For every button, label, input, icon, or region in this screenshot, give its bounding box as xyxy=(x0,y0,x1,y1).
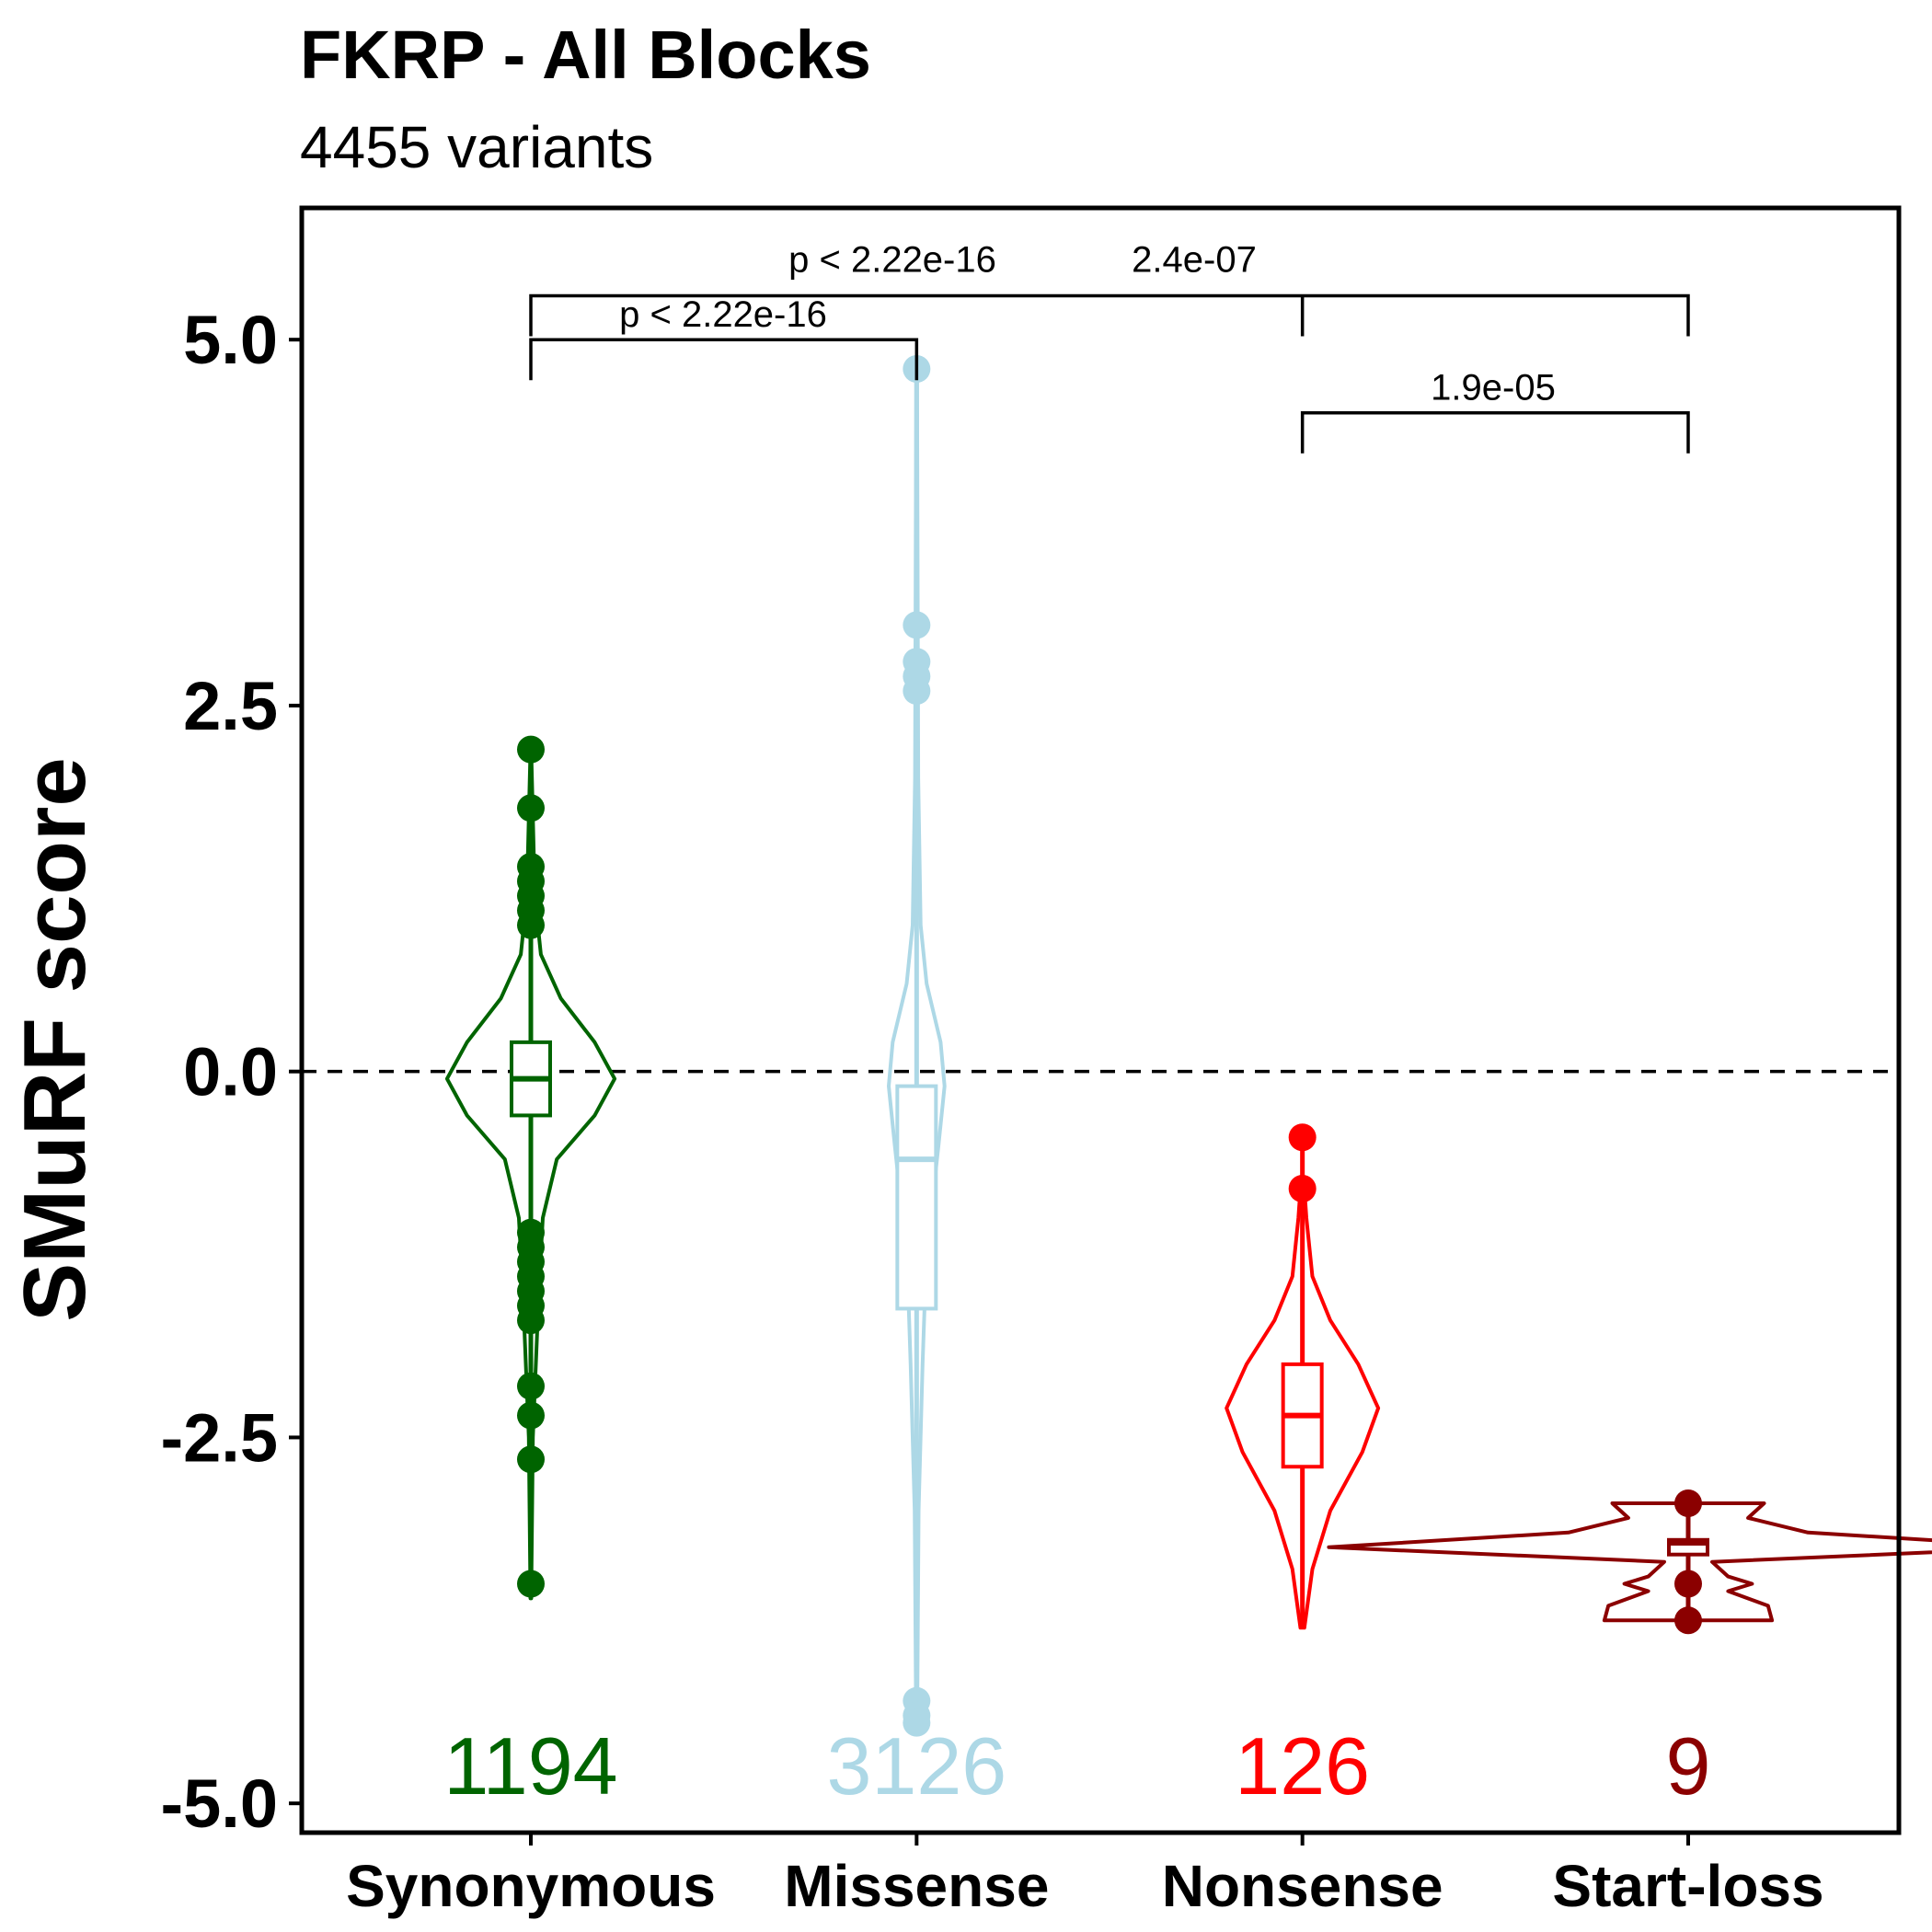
group-nonsense: 126 xyxy=(1225,1123,1381,1811)
plot-area: 1194 3126 126 9 xyxy=(302,355,1932,1811)
outlier-point xyxy=(517,794,545,822)
outlier-point xyxy=(1288,1123,1317,1152)
chart-subtitle: 4455 variants xyxy=(300,114,653,180)
count-label: 3126 xyxy=(826,1720,1006,1811)
count-label: 1194 xyxy=(443,1720,617,1811)
outlier-point xyxy=(517,1445,545,1474)
bracket-line xyxy=(1300,410,1690,454)
outlier-point xyxy=(517,1401,545,1430)
count-label: 126 xyxy=(1235,1720,1370,1811)
significance-brackets: p < 2.22e-16 p < 2.22e-16 2.4e-07 1.9e-05 xyxy=(529,239,1690,454)
outlier-point xyxy=(903,611,931,639)
x-tick-label: Synonymous xyxy=(346,1853,716,1919)
outlier-point xyxy=(1674,1606,1702,1635)
outlier-point xyxy=(517,1306,545,1335)
y-tick-label: 0.0 xyxy=(183,1034,278,1110)
p-value-label: 1.9e-05 xyxy=(1431,368,1556,408)
p-value-label: p < 2.22e-16 xyxy=(619,294,827,335)
plot-frame xyxy=(299,205,1902,1835)
outlier-point xyxy=(903,1708,931,1737)
box xyxy=(895,1084,938,1311)
outlier-point xyxy=(1674,1489,1702,1518)
bracket-line xyxy=(529,293,1690,337)
outlier-point xyxy=(517,735,545,764)
outlier-point xyxy=(517,1372,545,1400)
group-synonymous: 1194 xyxy=(443,735,618,1811)
outlier-point xyxy=(1674,1570,1702,1598)
bracket-line xyxy=(529,338,919,381)
bracket: 1.9e-05 xyxy=(1300,368,1690,454)
y-tick-label: -5.0 xyxy=(160,1765,278,1842)
outlier-point xyxy=(517,911,545,939)
x-axis-ticks: Synonymous Missense Nonsense Start-loss xyxy=(346,1833,1824,1919)
p-value-label: p < 2.22e-16 xyxy=(788,239,996,280)
chart-title: FKRP - All Blocks xyxy=(300,17,871,93)
bracket: p < 2.22e-16 2.4e-07 xyxy=(529,239,1690,337)
x-tick-label: Missense xyxy=(784,1853,1049,1919)
outlier-point xyxy=(1288,1174,1317,1202)
group-missense: 3126 xyxy=(826,355,1006,1811)
y-tick-label: -2.5 xyxy=(160,1399,278,1476)
bracket: p < 2.22e-16 xyxy=(529,294,919,381)
y-tick-label: 2.5 xyxy=(183,668,278,744)
outlier-point xyxy=(517,1570,545,1598)
y-axis-ticks: 5.0 2.5 0.0 -2.5 -5.0 xyxy=(160,302,302,1842)
count-label: 9 xyxy=(1666,1720,1711,1811)
y-axis-label: SMuRF score xyxy=(6,757,104,1321)
group-start-loss: 9 xyxy=(1327,1489,1932,1811)
p-value-label: 2.4e-07 xyxy=(1132,239,1257,280)
outlier-point xyxy=(903,677,931,706)
y-tick-label: 5.0 xyxy=(183,302,278,378)
violin-shape xyxy=(1327,1501,1932,1623)
x-tick-label: Nonsense xyxy=(1162,1853,1443,1919)
x-tick-label: Start-loss xyxy=(1552,1853,1823,1919)
